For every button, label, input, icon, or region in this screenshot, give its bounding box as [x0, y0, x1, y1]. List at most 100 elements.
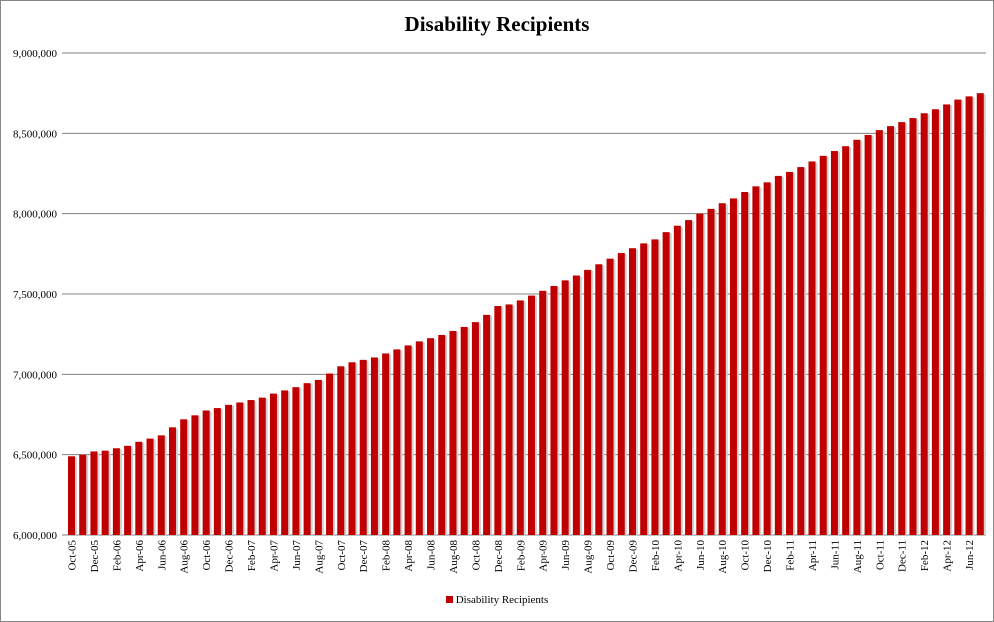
x-tick-label: Apr-12 [942, 540, 954, 572]
x-tick-label: Jun-11 [829, 540, 841, 570]
bar [628, 248, 636, 535]
bar [729, 198, 737, 536]
bar [584, 269, 592, 535]
x-tick-label: Dec-09 [627, 540, 639, 573]
bar [797, 167, 805, 535]
x-tick-label: Apr-06 [134, 540, 146, 572]
x-tick-label: Dec-07 [358, 540, 370, 573]
bar [449, 330, 457, 535]
bar [359, 359, 367, 535]
bar [180, 419, 188, 535]
x-tick-label: Jun-07 [291, 540, 303, 570]
chart-title: Disability Recipients [404, 12, 590, 36]
bar [931, 109, 939, 535]
x-tick-label: Oct-11 [874, 540, 886, 570]
x-tick-label: Aug-10 [717, 540, 729, 574]
x-tick-label: Aug-08 [448, 540, 460, 574]
bar [898, 122, 906, 535]
bar [348, 362, 356, 535]
bar [550, 285, 558, 535]
x-tick-label: Aug-11 [852, 540, 864, 573]
x-tick-label: Apr-10 [672, 540, 684, 572]
bar [741, 191, 749, 535]
bar [471, 322, 479, 535]
x-tick-label: Jun-12 [964, 540, 976, 570]
x-tick-label: Dec-05 [89, 540, 101, 573]
x-tick-label: Oct-09 [605, 540, 617, 571]
bar [68, 456, 75, 535]
bar [887, 126, 895, 535]
bar [595, 264, 603, 535]
bar [213, 408, 221, 535]
legend-swatch [445, 596, 453, 603]
bar [943, 104, 951, 535]
bar [124, 445, 132, 535]
bar [415, 341, 423, 535]
bar [561, 280, 569, 535]
x-tick-label: Dec-10 [762, 540, 774, 573]
bar [786, 171, 794, 536]
bar [135, 441, 143, 535]
y-tick-label: 7,000,000 [13, 369, 58, 381]
bar [258, 397, 266, 535]
bar [269, 393, 277, 535]
x-tick-label: Jun-09 [560, 540, 572, 570]
bar [539, 290, 547, 535]
x-tick-label: Jun-10 [695, 540, 707, 570]
bar [247, 400, 255, 535]
bar [191, 415, 199, 535]
bar [157, 435, 165, 535]
bar [236, 402, 244, 535]
bar [281, 390, 289, 535]
x-tick-label: Dec-06 [224, 540, 236, 573]
bar [202, 410, 210, 535]
bar [505, 304, 513, 535]
x-tick-label: Apr-11 [807, 540, 819, 571]
bar [337, 366, 345, 535]
x-tick-label: Feb-06 [111, 540, 123, 572]
bar [572, 275, 580, 535]
bar [875, 130, 883, 535]
bar [393, 349, 401, 535]
x-tick-label: Aug-07 [313, 540, 325, 574]
bar [460, 326, 468, 535]
bar [685, 220, 693, 536]
x-tick-label: Feb-09 [515, 540, 527, 572]
bar [808, 161, 816, 535]
bar [976, 93, 984, 536]
x-tick-label: Feb-08 [381, 540, 393, 572]
bar [101, 450, 109, 535]
x-tick-label: Dec-08 [493, 540, 505, 573]
legend: Disability Recipients [0, 594, 994, 606]
legend-label: Disability Recipients [455, 594, 549, 606]
bar [438, 334, 446, 535]
bar [516, 300, 524, 535]
bar [662, 232, 670, 536]
y-tick-label: 6,500,000 [13, 450, 58, 462]
y-tick-label: 7,500,000 [13, 289, 58, 301]
x-tick-label: Feb-10 [650, 540, 662, 572]
bar [965, 96, 973, 535]
bar [954, 99, 962, 536]
bar [112, 448, 120, 535]
bar [90, 451, 98, 535]
bar [146, 438, 154, 535]
x-tick-label: Feb-07 [246, 540, 258, 572]
x-tick-label: Oct-06 [201, 540, 213, 571]
bar [225, 404, 233, 535]
x-tick-label: Feb-11 [785, 540, 797, 571]
y-tick-label: 6,000,000 [13, 530, 58, 542]
bar [853, 139, 861, 535]
bar [303, 383, 311, 535]
bar [830, 151, 838, 536]
x-tick-label: Aug-06 [179, 540, 191, 574]
y-tick-label: 8,000,000 [13, 209, 58, 221]
x-tick-label: Oct-07 [336, 540, 348, 571]
bar [696, 213, 704, 535]
x-tick-label: Jun-06 [156, 540, 168, 570]
bar [752, 186, 760, 535]
x-tick-label: Aug-09 [583, 540, 595, 574]
bar [864, 134, 872, 535]
bar [370, 357, 378, 535]
